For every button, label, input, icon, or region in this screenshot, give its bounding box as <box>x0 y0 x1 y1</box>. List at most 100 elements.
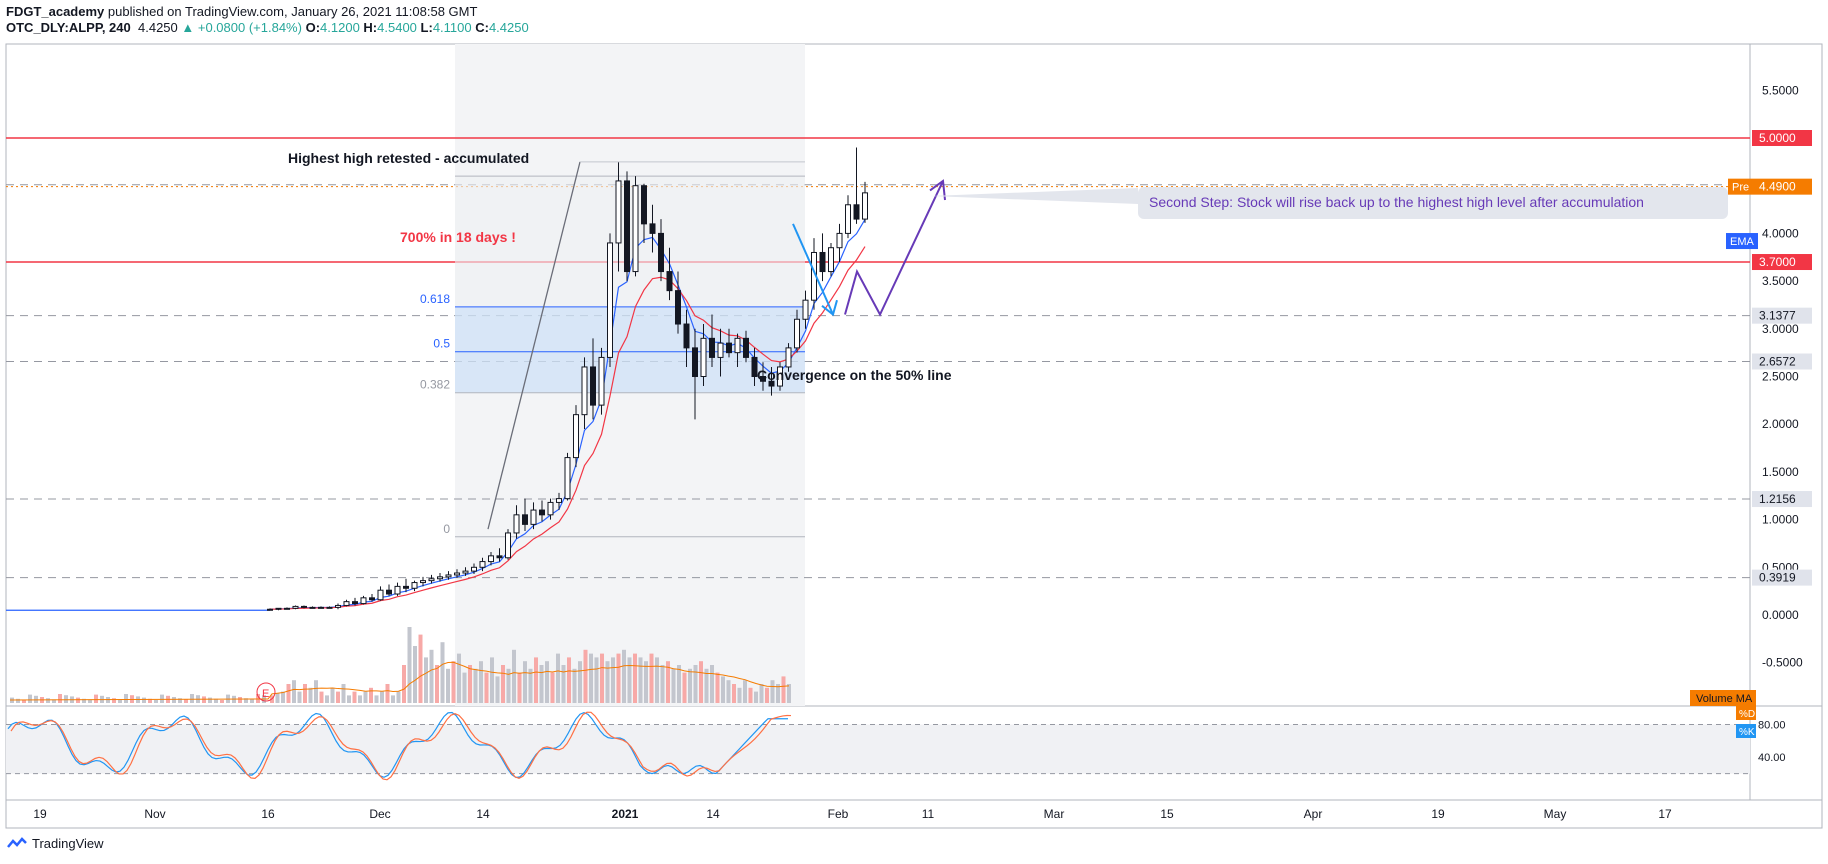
volume-bar <box>655 657 659 703</box>
candle-body <box>292 605 299 609</box>
annotations: Highest high retested - accumulated 700% … <box>288 150 1728 383</box>
callout-box <box>1138 187 1728 219</box>
time-tick-label: 15 <box>1160 807 1174 821</box>
candle-body <box>819 251 826 273</box>
ema-tag-box <box>1726 233 1758 250</box>
volume-bar <box>704 668 709 703</box>
volume-bar <box>325 695 329 703</box>
time-axis[interactable]: 19 Nov 16 Dec 14 2021 14 Feb 11 Mar 15 Apr 19 May 17 <box>33 807 1672 821</box>
candle-body <box>539 509 545 516</box>
volume-bar <box>589 653 593 703</box>
candle-body <box>309 606 316 609</box>
earnings-marker-icon <box>256 682 276 702</box>
annotation-highest-high: Highest high retested - accumulated <box>288 150 529 166</box>
volume-bar <box>561 665 566 703</box>
volume-bar <box>286 684 291 703</box>
candle-body <box>403 585 409 589</box>
volume-bar <box>743 680 747 703</box>
volume-bar <box>358 695 362 703</box>
volume-bar <box>292 680 296 703</box>
earnings-marker-label: E <box>262 688 269 700</box>
volume-bar <box>330 687 335 703</box>
volume-bar <box>363 691 368 703</box>
volume-bar <box>446 668 450 703</box>
fib-retracement[interactable]: 0.618 0.5 0.382 0 <box>420 175 805 538</box>
fib-level-label: 0.5 <box>433 337 450 351</box>
candle-body <box>301 605 307 608</box>
price-tick-label: 0.0000 <box>1762 608 1799 622</box>
price-label-box <box>1752 569 1812 586</box>
candle-body <box>420 580 426 584</box>
footer: TradingView <box>6 836 104 851</box>
price-label-text: 2.6572 <box>1759 355 1796 369</box>
candle-body <box>377 589 384 601</box>
volume-bar <box>726 680 731 703</box>
volume-bar <box>160 694 164 703</box>
forecast-arrow-down-head <box>821 299 838 317</box>
volume-bar <box>407 627 412 703</box>
price-tick-label: 3.0000 <box>1762 322 1799 336</box>
trend-drawings[interactable] <box>487 161 946 530</box>
volume-bar <box>693 665 698 703</box>
candle-body <box>471 566 477 572</box>
time-tick-label: 11 <box>922 807 935 821</box>
candle-body <box>335 604 341 608</box>
time-tick-label: 14 <box>706 807 720 821</box>
candle-body <box>862 192 868 220</box>
candle-body <box>326 606 333 609</box>
candle-body <box>598 356 605 406</box>
time-tick-label: Dec <box>369 807 390 821</box>
volume-bar <box>124 694 128 703</box>
volume-bar <box>787 684 791 703</box>
candle-body <box>573 414 579 459</box>
volume-bar <box>710 665 714 703</box>
pre-tag-text: Pre <box>1732 182 1749 194</box>
price-tick-label: -0.5000 <box>1762 656 1803 670</box>
time-tick-label: 14 <box>476 807 490 821</box>
time-tick-label: 2021 <box>612 807 639 821</box>
brand-name[interactable]: TradingView <box>32 836 104 851</box>
volume-bar <box>556 653 560 703</box>
volume-ma-tag-text: Volume MA <box>1696 693 1753 705</box>
candle-body <box>853 204 860 220</box>
author-name[interactable]: FDGT_academy <box>6 4 105 19</box>
high-label: H: <box>363 20 378 35</box>
candle-body <box>760 376 766 382</box>
volume-bar <box>671 668 676 703</box>
candle-body <box>394 585 401 595</box>
candle-body <box>428 578 435 582</box>
volume-bar <box>154 700 158 703</box>
volume-bar <box>539 665 544 703</box>
volume-bar <box>583 649 588 703</box>
volume-bar <box>82 698 86 703</box>
candle-body <box>522 514 528 525</box>
volume-bar <box>28 694 32 703</box>
time-tick-label: May <box>1544 807 1567 821</box>
time-tick-label: 19 <box>33 807 47 821</box>
price-label-box <box>1752 254 1812 271</box>
close-label: C: <box>475 20 489 35</box>
horizontal-lines <box>6 137 1750 579</box>
volume-bar <box>682 672 687 703</box>
volume-ma-tag-box <box>1690 690 1756 706</box>
volume-bar <box>58 694 62 703</box>
volume-bar <box>347 695 351 703</box>
chart-header: FDGT_academy published on TradingView.co… <box>6 4 529 36</box>
time-tick-label: 19 <box>1431 807 1445 821</box>
candle-body <box>683 323 690 349</box>
volume-bar <box>776 684 780 703</box>
candle-body <box>556 498 562 503</box>
candle-body <box>675 290 681 325</box>
symbol-name[interactable]: OTC_DLY:ALPP, 240 <box>6 20 131 35</box>
stoch-band <box>6 724 1750 774</box>
volume-bar <box>418 634 423 703</box>
trend-line <box>487 161 581 530</box>
candle-body <box>734 337 741 354</box>
candle-body <box>369 597 375 601</box>
pre-tag-box <box>1728 178 1752 195</box>
tradingview-logo-icon <box>7 836 27 848</box>
price-axis[interactable]: 5.50005.00004.50004.00003.50003.00002.50… <box>1762 83 1803 669</box>
volume-bar <box>638 657 643 703</box>
stoch-d-line <box>10 711 792 781</box>
